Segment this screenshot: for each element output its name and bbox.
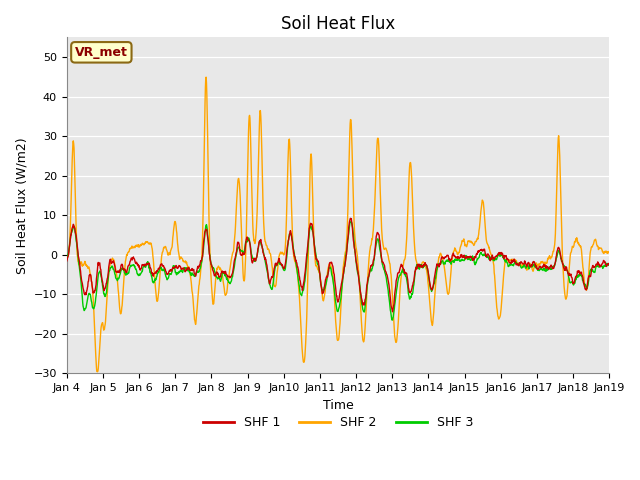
SHF 2 bbox=[372, 161, 380, 167]
SHF 3 bbox=[305, 242, 312, 248]
SHF 1 bbox=[63, 258, 70, 264]
SHF 3 bbox=[127, 263, 134, 268]
SHF 1 bbox=[605, 262, 613, 267]
Line: SHF 1: SHF 1 bbox=[67, 218, 609, 312]
SHF 3 bbox=[372, 243, 380, 249]
SHF 2 bbox=[63, 251, 70, 256]
SHF 1 bbox=[105, 264, 113, 270]
SHF 2 bbox=[202, 74, 210, 80]
SHF 2 bbox=[106, 267, 113, 273]
SHF 3 bbox=[314, 262, 322, 267]
SHF 1 bbox=[293, 261, 301, 267]
SHF 3 bbox=[293, 267, 301, 273]
SHF 3 bbox=[63, 256, 70, 262]
X-axis label: Time: Time bbox=[323, 398, 353, 412]
SHF 1 bbox=[388, 309, 396, 314]
SHF 3 bbox=[388, 317, 396, 323]
SHF 3 bbox=[347, 219, 355, 225]
SHF 3 bbox=[105, 269, 113, 275]
Line: SHF 3: SHF 3 bbox=[67, 222, 609, 320]
SHF 2 bbox=[605, 250, 613, 256]
Line: SHF 2: SHF 2 bbox=[67, 77, 609, 372]
Text: VR_met: VR_met bbox=[75, 46, 128, 59]
SHF 1 bbox=[347, 216, 355, 221]
SHF 1 bbox=[127, 256, 134, 262]
SHF 2 bbox=[294, 272, 301, 278]
SHF 1 bbox=[305, 238, 312, 243]
SHF 2 bbox=[305, 222, 313, 228]
SHF 2 bbox=[127, 245, 135, 251]
Y-axis label: Soil Heat Flux (W/m2): Soil Heat Flux (W/m2) bbox=[15, 137, 28, 274]
Legend: SHF 1, SHF 2, SHF 3: SHF 1, SHF 2, SHF 3 bbox=[198, 411, 478, 434]
Title: Soil Heat Flux: Soil Heat Flux bbox=[281, 15, 395, 33]
SHF 1 bbox=[372, 239, 380, 244]
SHF 2 bbox=[93, 369, 101, 374]
SHF 3 bbox=[605, 261, 613, 267]
SHF 1 bbox=[314, 258, 322, 264]
SHF 2 bbox=[315, 268, 323, 274]
